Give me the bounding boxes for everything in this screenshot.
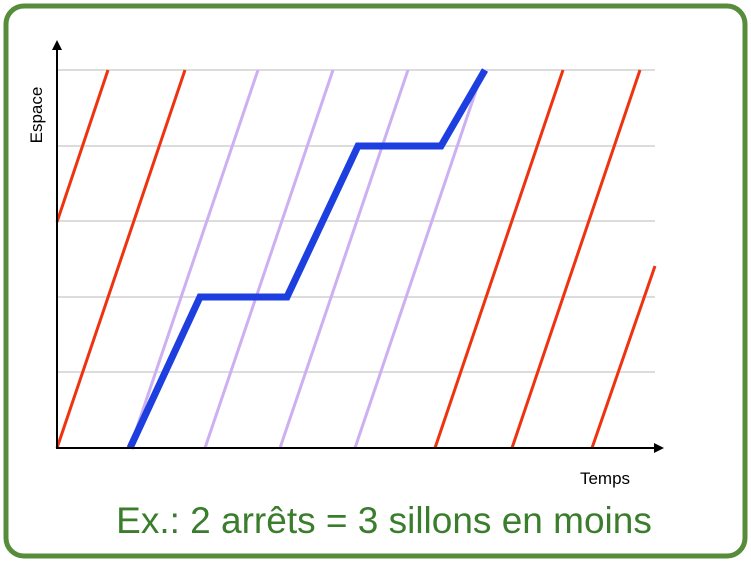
path-line (590, 265, 657, 449)
x-axis-label: Temps (580, 469, 630, 488)
path-line (278, 69, 410, 449)
path-line (510, 69, 642, 449)
purple-paths (128, 69, 485, 449)
caption: Ex.: 2 arrêts = 3 sillons en moins (116, 500, 652, 541)
red-paths (55, 69, 657, 449)
path-line (203, 69, 335, 449)
path-line (128, 69, 260, 449)
y-axis-label: Espace (27, 87, 46, 144)
path-line (55, 69, 110, 223)
frame (3, 3, 748, 559)
path-line (55, 69, 187, 449)
path-line (433, 69, 565, 449)
highlighted-path (126, 68, 489, 450)
path-line (353, 69, 485, 449)
